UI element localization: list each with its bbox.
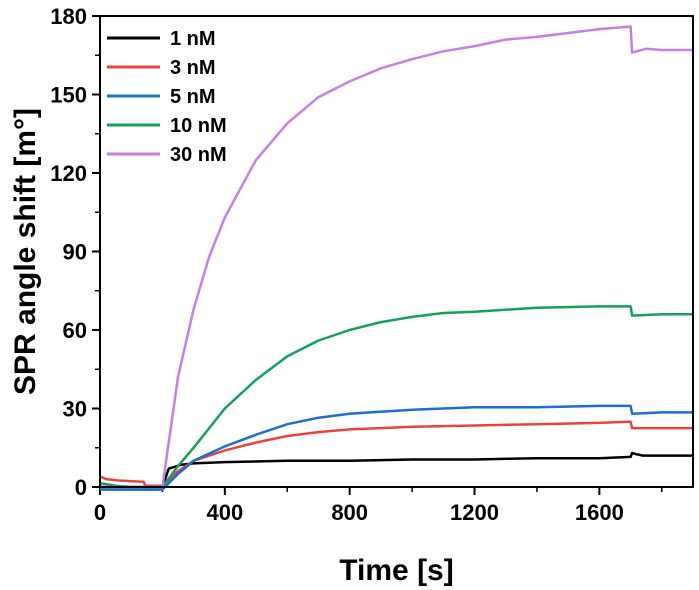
legend: 1 nM 3 nM 5 nM 10 nM 30 nM [107,28,227,166]
series-line [100,451,693,489]
series-line [99,420,693,487]
y-tick-label: 180 [50,4,87,29]
x-tick-label: 0 [94,500,106,525]
legend-label: 1 nM [170,28,216,50]
series-line [99,305,693,489]
y-tick-label: 0 [75,475,87,500]
y-axis-title: SPR angle shift [m°] [9,108,42,395]
y-tick-label: 60 [63,318,87,343]
y-tick-label: 90 [63,240,87,265]
x-tick-label: 800 [331,500,368,525]
series-lines [99,25,693,491]
y-tick-labels: 0 30 60 90 120 150 180 [50,4,87,500]
series-line [100,25,693,489]
x-tick-labels: 0 400 800 1200 1600 [94,500,624,525]
legend-label: 3 nM [170,57,216,79]
x-axis-title: Time [s] [339,554,453,587]
y-tick-label: 120 [50,161,87,186]
x-tick-label: 400 [206,500,243,525]
y-tick-label: 30 [63,397,87,422]
legend-label: 30 nM [170,144,227,166]
legend-label: 5 nM [170,86,216,108]
y-tick-label: 150 [50,83,87,108]
x-tick-label: 1600 [575,500,624,525]
x-tick-label: 1200 [450,500,499,525]
plot-frame [99,15,694,488]
legend-label: 10 nM [170,115,227,137]
series-line [100,404,693,491]
